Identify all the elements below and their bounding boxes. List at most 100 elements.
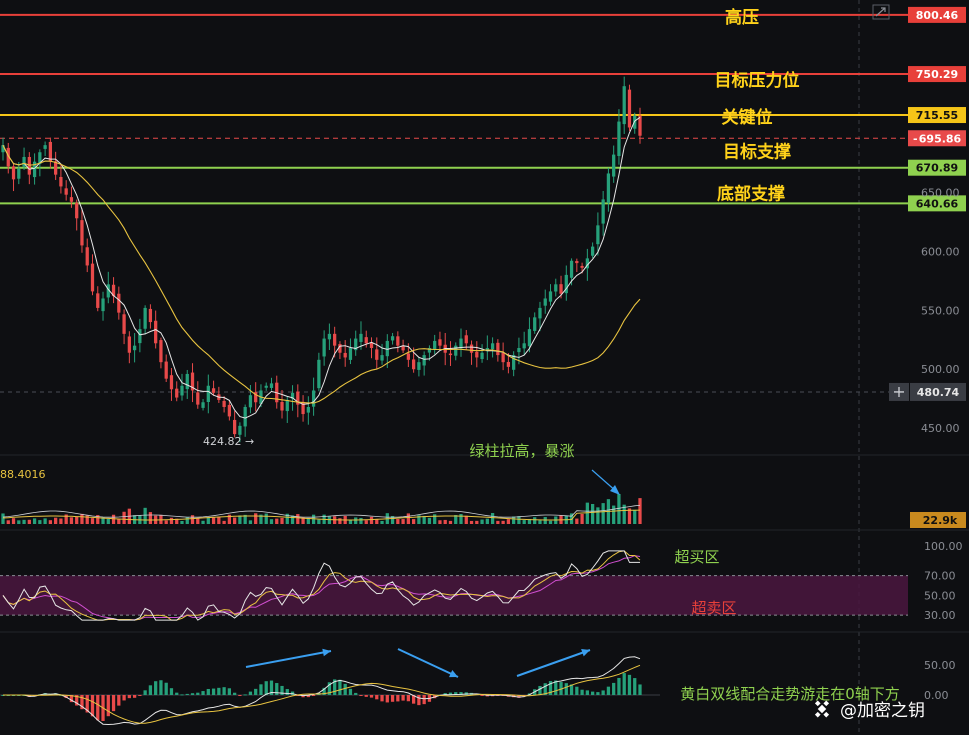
volume-bar [222,520,226,524]
macd-histogram-bar [359,695,363,696]
candle-body [517,348,521,353]
candle-body [196,392,200,405]
macd-tick-1: 0.00 [924,689,949,702]
candle-body [138,329,142,344]
candle-body [59,176,63,187]
candle-body [80,220,84,246]
volume-bar [48,520,53,524]
macd-histogram-bar [380,695,384,702]
candle-body [27,156,31,175]
macd-histogram-bar [517,695,521,698]
candle-body [338,344,342,353]
volume-bar [43,518,47,524]
macd-histogram-bar [548,681,553,695]
volume-bar [501,520,505,524]
candle-body [317,359,321,389]
macd-histogram-bar [627,674,632,695]
macd-histogram-bar [633,678,637,695]
macd-histogram-bar [454,692,458,695]
volume-bar [380,520,384,524]
macd-histogram-bar [301,695,305,698]
macd-histogram-bar [622,673,626,695]
macd-histogram-bar [406,695,410,702]
candle-body [164,361,168,379]
macd-histogram-bar [222,687,226,695]
price-badge-1 [908,66,966,83]
volume-bar [269,519,274,524]
candle-body [238,425,242,435]
volume-bar [22,519,26,524]
main-series [1,76,642,443]
candle-body [575,261,579,264]
volume-bar [580,513,584,524]
rsi-line-yellow [2,550,641,621]
volume-bar [638,498,642,524]
trend-arrow-head-icon-0 [322,648,331,657]
volume-bar [143,507,147,524]
volume-bar [438,520,442,524]
volume-bar [264,513,268,524]
macd-histogram-bar [564,683,568,695]
volume-bar [1,513,5,524]
candle-body [17,168,21,179]
candle-body [585,258,589,269]
candle-body [190,372,195,391]
crosshair-price-badge [910,382,966,401]
expand-icon[interactable] [872,4,890,20]
macd-histogram-bar [338,679,342,695]
candle-body [422,355,426,366]
macd-histogram-bar [254,688,258,695]
candle-body [533,317,537,331]
candle-body [85,247,89,266]
rsi-panel: 100.00 70.00 50.00 30.00 [0,540,963,622]
macd-histogram-bar [417,695,421,706]
candle-body [506,361,511,367]
volume-bar [106,518,110,524]
macd-histogram-bar [322,687,326,695]
volume-bar [59,518,63,524]
volume-bar [364,520,368,524]
macd-histogram-bar [411,695,416,704]
price-line-label-0: 高压 [725,7,759,28]
candle-body [538,307,542,319]
candle-body [222,400,226,407]
volume-badge-text: 22.9k [923,514,958,527]
candle-body [401,345,405,351]
macd-histogram-bar [217,687,221,695]
macd-annotation: 黄白双线配合走势游走在0轴下方 [680,685,900,703]
volume-ma-white [2,504,641,518]
volume-bar [169,517,174,524]
macd-histogram-bar [638,684,642,695]
macd-histogram-bar [96,695,100,721]
volume-bar [543,517,547,524]
price-badge-2 [908,107,966,124]
candle-body [469,344,474,353]
price-line-label-2: 关键位 [722,107,773,128]
volume-bar [311,514,316,524]
macd-histogram-bar [575,686,579,695]
candle-body [448,353,453,356]
volume-bar [211,517,216,524]
volume-bar [427,517,432,524]
trend-arrow-line-1 [397,648,459,678]
candle-body [417,362,421,370]
macd-histogram-bar [612,682,616,695]
macd-histogram-bar [85,695,89,713]
volume-bar [411,519,416,524]
volume-panel: 88.4016 22.9k [0,468,966,528]
candle-body [406,353,410,360]
volume-bar [469,520,474,524]
rsi-tick-1: 70.00 [924,570,956,583]
volume-bar [148,512,153,524]
macd-histogram-bar [306,695,310,698]
macd-histogram-bar [185,693,189,695]
volume-bar [38,520,42,524]
price-line-label-4: 底部支撑 [717,183,785,204]
macd-histogram-bar [364,695,368,697]
candle-body [512,355,516,370]
macd-histogram-bar [227,688,232,695]
volume-annotation: 绿柱拉高，暴涨 [469,442,574,460]
candle-body [543,298,547,306]
trend-arrow-head-icon-2 [581,649,590,657]
